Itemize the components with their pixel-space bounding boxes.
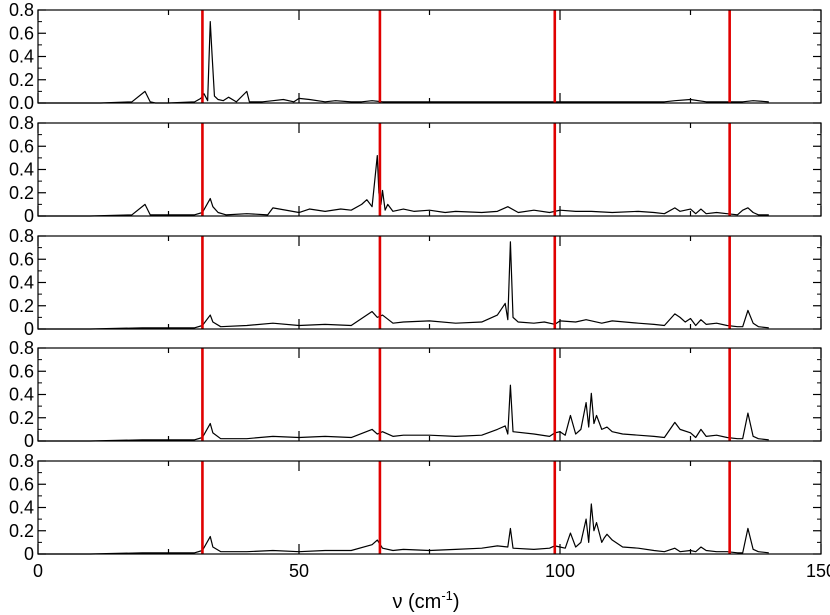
panel-2-frame [37, 122, 822, 217]
panel-1-y-tick-label-4: 0.8 [9, 0, 34, 20]
panel-4-frame [37, 347, 822, 442]
panel-3-y-tick-label-1: 0.2 [9, 296, 34, 316]
x-tick-label-1: 50 [289, 561, 309, 581]
panel-1-y-tick-label-3: 0.6 [9, 23, 34, 43]
panel-1-y-tick-label-2: 0.4 [9, 47, 34, 67]
x-tick-label-0: 0 [33, 561, 43, 581]
panel-3-y-tick-label-2: 0.4 [9, 273, 34, 293]
panel-5-frame [37, 460, 822, 555]
panel-5-y-tick-label-0: 0 [24, 544, 34, 564]
panel-1: 0.0 0.2 0.4 0.6 0.8 [9, 0, 822, 113]
panel-2-y-tick-label-4: 0.8 [9, 113, 34, 133]
panel-3-series-line [38, 241, 769, 330]
panel-5-y-tick-label-1: 0.2 [9, 521, 34, 541]
x-tick-label-2: 100 [545, 561, 575, 581]
panel-2-y-tick-label-2: 0.4 [9, 160, 34, 180]
panel-2-series-line [38, 154, 769, 217]
panel-1-y-tick-label-1: 0.2 [9, 70, 34, 90]
x-axis-title-sup: -1 [441, 588, 453, 603]
x-axis-title: ν (cm-1) [392, 588, 459, 613]
panel-1-y-tick-label-0: 0.0 [9, 93, 34, 113]
panels-layer: 0.00.20.40.60.800.20.40.60.800.20.40.60.… [9, 0, 830, 581]
panel-2-y-tick-label-0: 0 [24, 206, 34, 226]
panel-5-y-tick-label-2: 0.4 [9, 498, 34, 518]
panel-3-frame [37, 235, 822, 330]
panel-4-y-tick-label-3: 0.6 [9, 361, 34, 381]
panel-4-y-tick-label-0: 0 [24, 431, 34, 451]
panel-1-series-line [38, 21, 769, 104]
panel-5-series-line [38, 503, 769, 555]
panel-3-y-tick-label-3: 0.6 [9, 249, 34, 269]
panel-4: 0 0.2 0.4 0.6 0.8 [9, 338, 822, 451]
panel-2-y-tick-label-3: 0.6 [9, 136, 34, 156]
panel-5-y-tick-label-4: 0.8 [9, 451, 34, 471]
x-axis-title-main: ν (cm [392, 591, 441, 613]
panel-4-series-line [38, 384, 769, 442]
panel-4-y-tick-label-2: 0.4 [9, 385, 34, 405]
panel-5: 0 0.2 0.4 0.6 0.8 [9, 451, 822, 564]
panel-3-y-tick-label-4: 0.8 [9, 226, 34, 246]
panel-4-y-tick-label-4: 0.8 [9, 338, 34, 358]
panel-3-y-tick-label-0: 0 [24, 319, 34, 339]
panel-5-y-tick-label-3: 0.6 [9, 474, 34, 494]
panel-2-y-tick-label-1: 0.2 [9, 183, 34, 203]
panel-1-frame [37, 9, 822, 104]
x-tick-label-3: 150 [806, 561, 830, 581]
panel-2: 0 0.2 0.4 0.6 0.8 [9, 113, 822, 226]
panel-4-y-tick-label-1: 0.2 [9, 408, 34, 428]
panel-3: 0 0.2 0.4 0.6 0.8 [9, 226, 822, 339]
x-axis-title-close: ) [453, 591, 460, 613]
